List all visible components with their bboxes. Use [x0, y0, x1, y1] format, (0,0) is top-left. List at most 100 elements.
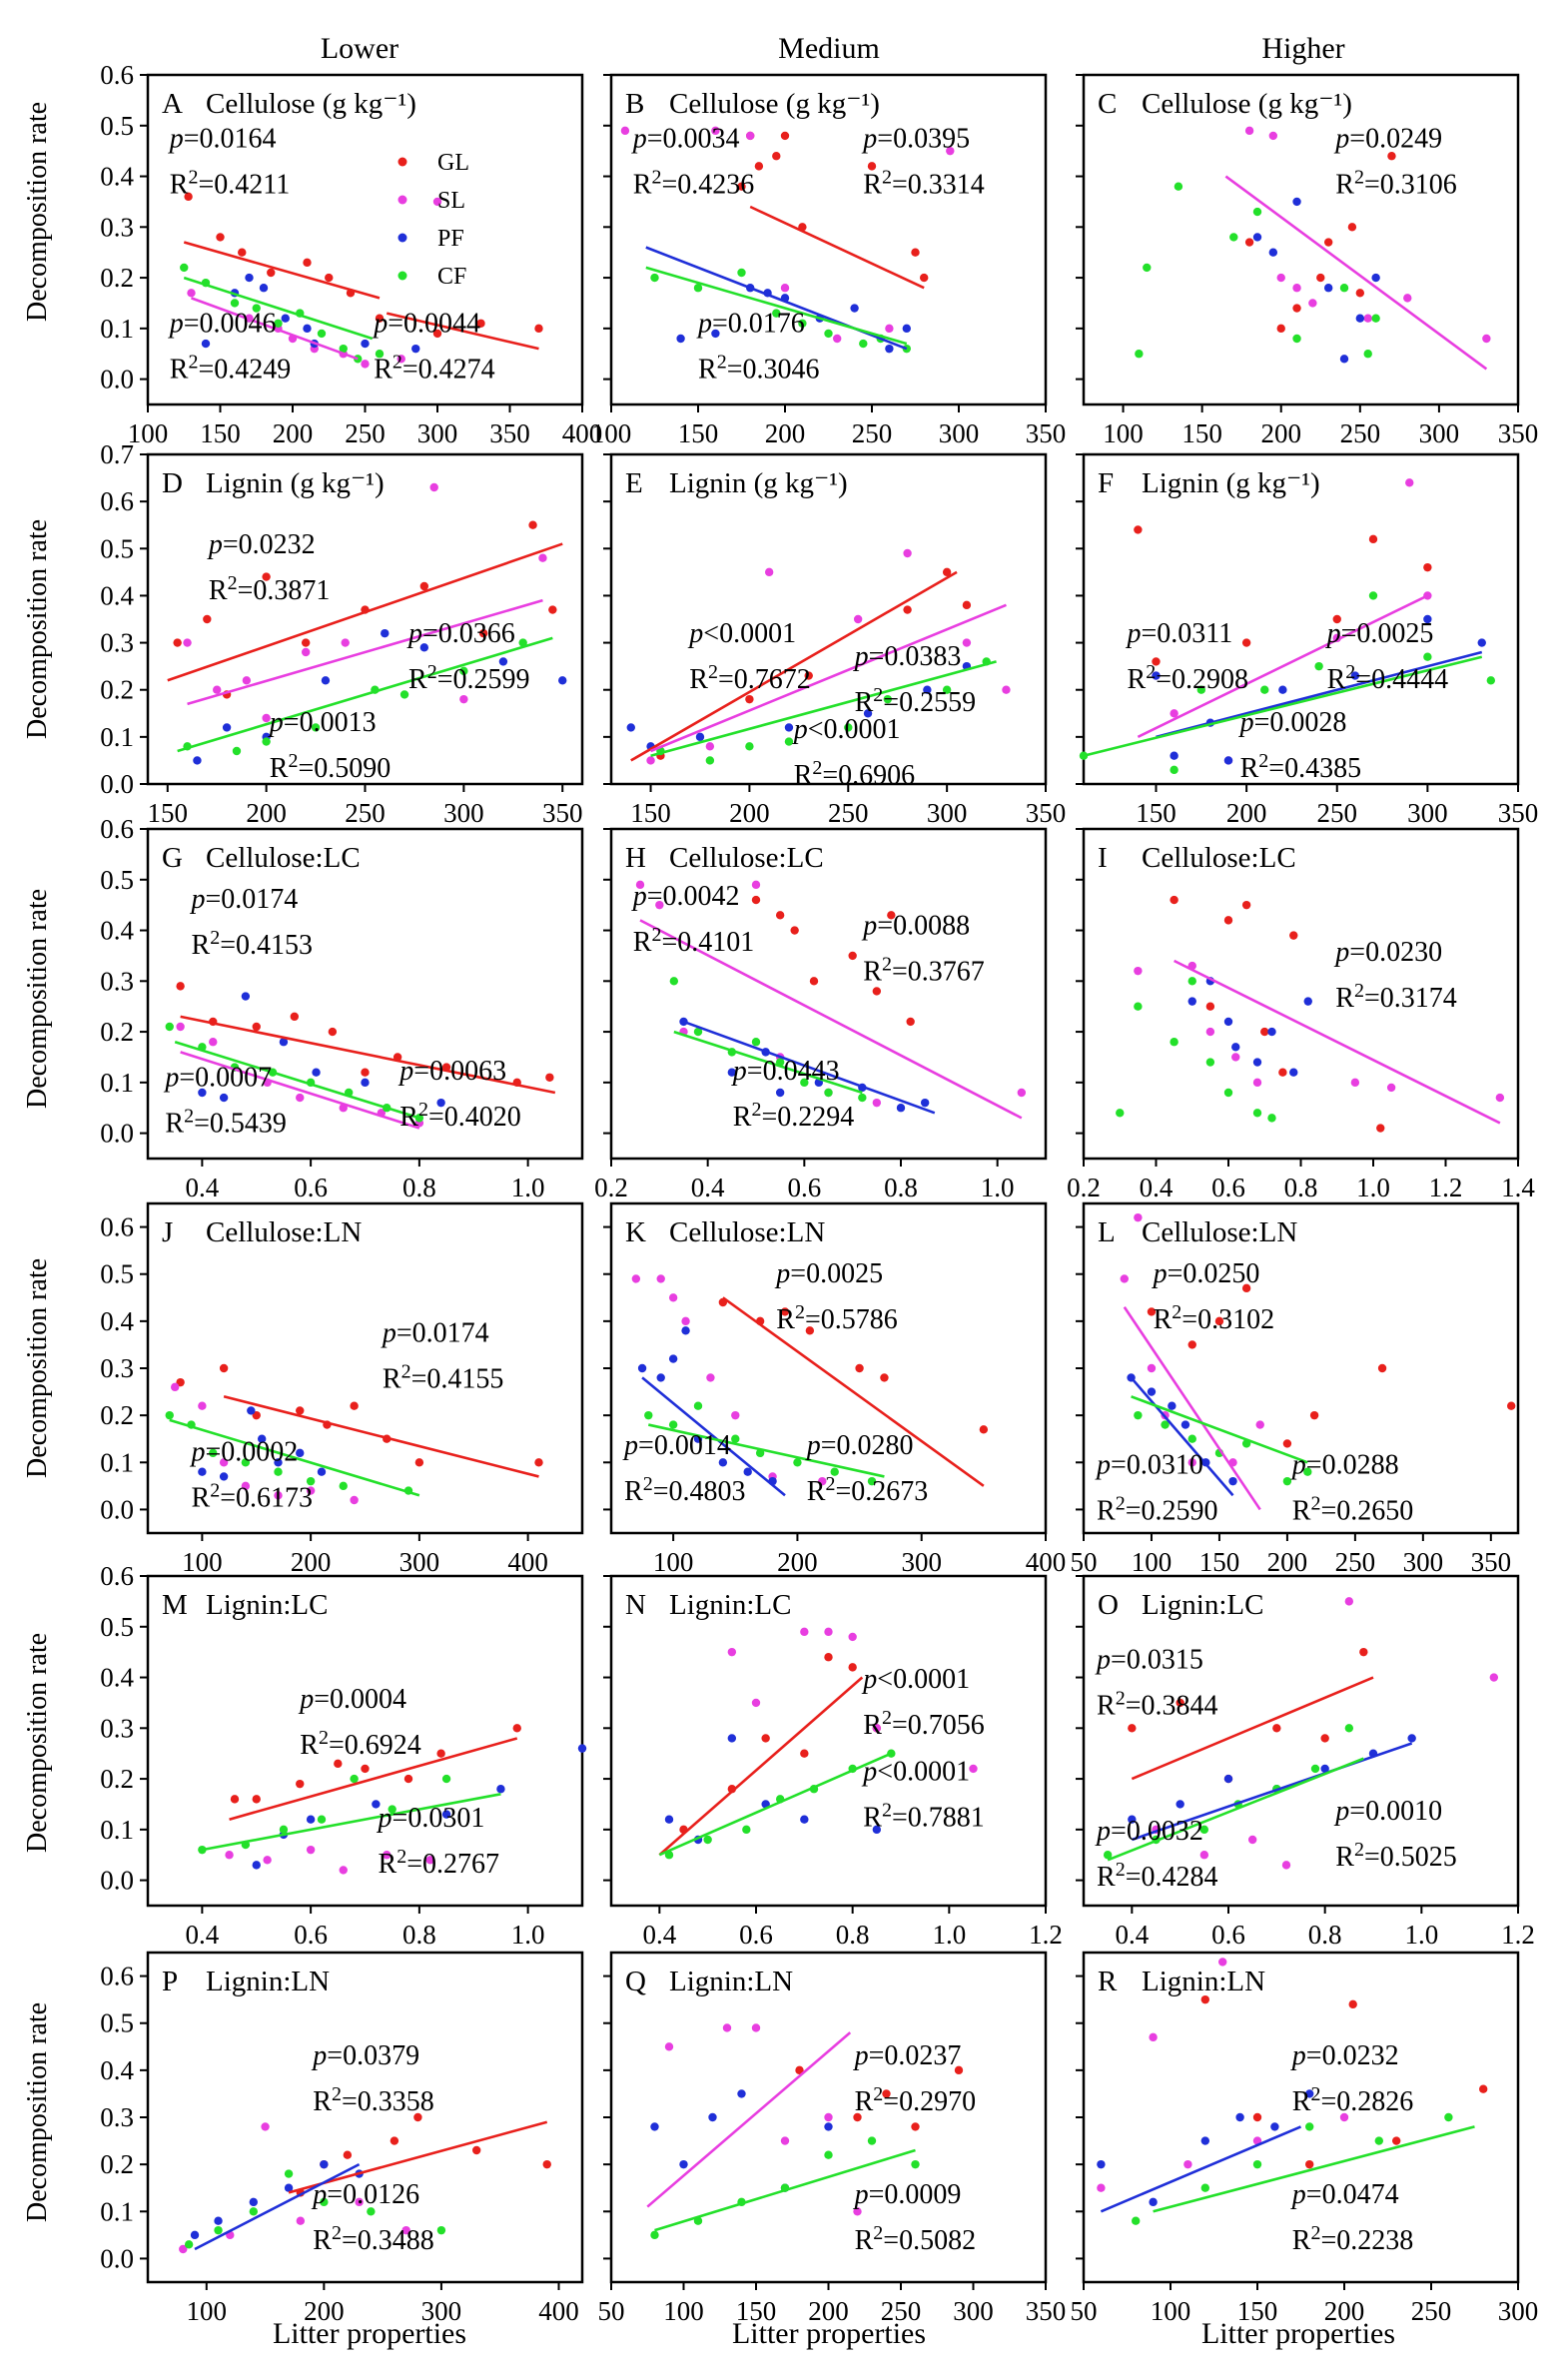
data-point-pf	[222, 723, 232, 732]
x-tick-label: 300	[443, 798, 484, 828]
p-value-annotation: p=0.0176	[696, 308, 805, 339]
y-tick-label: 0.1	[100, 1447, 134, 1477]
x-tick-label: 0.6	[294, 1920, 328, 1950]
fit-line-pf	[683, 1020, 936, 1115]
p-value-annotation: p=0.0174	[190, 884, 299, 915]
data-point-gl	[780, 1307, 790, 1316]
fit-line-cf	[645, 266, 908, 346]
fit-line-pf	[1100, 2125, 1302, 2213]
data-point-gl	[911, 248, 920, 257]
data-point-gl	[216, 233, 225, 242]
panel-letter: A	[162, 88, 183, 120]
fit-line-cf	[1107, 1757, 1364, 1862]
p-value-annotation: p=0.0288	[1290, 1450, 1399, 1481]
x-tick-label: 0.8	[402, 1173, 436, 1202]
p-value-annotation: p=0.0046	[168, 308, 277, 339]
fit-line-sl	[180, 1051, 420, 1130]
data-point-sl	[306, 1486, 316, 1495]
legend-label-sl: SL	[437, 188, 465, 214]
data-point-cf	[1368, 591, 1378, 600]
data-point-cf	[339, 1481, 348, 1491]
x-tick-label: 350	[1498, 798, 1539, 828]
data-point-gl	[795, 2065, 804, 2075]
data-point-cf	[274, 1467, 283, 1476]
data-point-gl	[296, 1406, 305, 1415]
data-point-cf	[858, 1093, 867, 1103]
r2-annotation: R2=0.3844	[1097, 1687, 1217, 1721]
data-point-pf	[626, 723, 635, 732]
p-value-annotation: p=0.0250	[1152, 1258, 1260, 1289]
y-tick-label: 0.3	[100, 1713, 134, 1743]
data-point-gl	[267, 268, 276, 278]
data-point-gl	[745, 694, 754, 704]
data-point-gl	[1223, 916, 1233, 925]
data-point-sl	[833, 334, 842, 344]
data-point-cf	[165, 1410, 174, 1420]
fit-line-cf	[174, 1040, 420, 1120]
x-tick-label: 150	[678, 418, 719, 448]
data-point-pf	[681, 1326, 690, 1335]
x-tick-label: 400	[538, 2296, 579, 2326]
data-point-cf	[1486, 676, 1496, 685]
panel-frame	[609, 827, 1048, 1161]
data-point-cf	[262, 737, 271, 746]
fit-line-cf	[1131, 1395, 1308, 1464]
data-point-gl	[203, 614, 212, 624]
data-point-gl	[1278, 1068, 1287, 1077]
data-point-sl	[225, 1851, 234, 1860]
data-point-pf	[896, 1104, 906, 1113]
x-tick-label: 200	[1267, 1547, 1308, 1577]
y-axis-label-row6: Decomposition rate	[22, 2001, 53, 2222]
panel-letter: I	[1098, 842, 1108, 874]
x-tick-label: 0.4	[642, 1920, 676, 1950]
data-point-gl	[772, 152, 781, 161]
r2-annotation: R2=0.4249	[170, 351, 291, 385]
x-axis-label-lower: Litter properties	[272, 2317, 467, 2350]
fit-line-cf	[183, 276, 374, 341]
p-value-annotation: p=0.0310	[1095, 1450, 1203, 1481]
fit-line-gl	[630, 570, 958, 762]
r2-annotation: R2=0.2970	[855, 2083, 976, 2117]
data-point-gl	[176, 982, 185, 991]
r2-annotation: R2=0.5025	[1335, 1839, 1456, 1873]
x-tick-label: 250	[345, 418, 386, 448]
data-point-sl	[1149, 2032, 1158, 2042]
data-point-gl	[1276, 324, 1285, 334]
data-point-gl	[542, 2159, 551, 2169]
data-point-gl	[173, 638, 182, 647]
data-point-sl	[296, 1093, 305, 1103]
y-tick-label: 0.3	[100, 628, 134, 658]
panel-letter: L	[1098, 1216, 1116, 1248]
fit-line-gl	[722, 1296, 985, 1487]
data-point-sl	[261, 2122, 270, 2131]
panel-title: Lignin:LC	[669, 1589, 791, 1621]
data-point-cf	[367, 2207, 376, 2216]
data-point-gl	[1134, 525, 1143, 534]
x-tick-label: 150	[1237, 2296, 1278, 2326]
fit-line-gl	[223, 1395, 539, 1478]
r2-annotation: R2=0.4385	[1240, 750, 1361, 784]
panel-frame	[146, 827, 584, 1161]
x-tick-label: 300	[1419, 418, 1460, 448]
y-tick-label: 0.4	[100, 1306, 134, 1336]
data-point-pf	[1223, 1017, 1233, 1027]
fit-line-cf	[648, 1423, 885, 1478]
data-point-gl	[790, 926, 799, 935]
x-tick-label: 150	[1136, 798, 1176, 828]
x-tick-label: 200	[273, 418, 314, 448]
data-point-sl	[706, 1373, 715, 1382]
data-point-gl	[872, 987, 882, 996]
x-tick-label: 100	[182, 1547, 223, 1577]
p-value-annotation: p<0.0001	[792, 714, 901, 745]
r2-annotation: R2=0.2673	[807, 1473, 928, 1507]
data-point-cf	[184, 2240, 194, 2249]
fit-line-sl	[646, 2031, 852, 2208]
data-point-gl	[361, 1068, 370, 1077]
y-tick-label: 0.1	[100, 1068, 134, 1098]
data-point-gl	[761, 1734, 770, 1743]
panel-title: Lignin (g kg⁻¹)	[1142, 467, 1320, 499]
x-tick-label: 100	[1103, 418, 1144, 448]
panel-f: 150 200 250 300 350 F Lignin (g kg⁻¹) p=0.0311 R…	[1076, 452, 1539, 828]
p-value-annotation: p=0.0230	[1333, 937, 1442, 968]
fit-line-gl	[288, 2120, 548, 2194]
